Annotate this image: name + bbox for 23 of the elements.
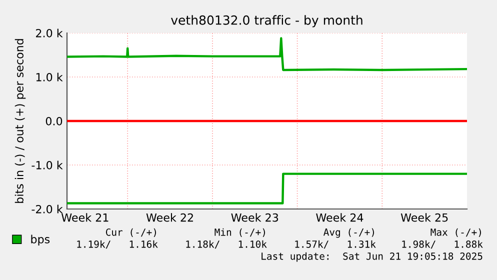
text: Min (-/+) bbox=[214, 228, 265, 237]
y-tick-label: -2.0 k bbox=[32, 204, 63, 214]
y-axis-title: bits in (-) / out (+) per second bbox=[14, 39, 26, 203]
chart-title: veth80132.0 traffic - by month bbox=[170, 15, 362, 28]
text: 1.98k/ 1.88k bbox=[402, 240, 483, 249]
x-tick-label: Week 25 bbox=[400, 213, 448, 222]
text: Last update: Sat Jun 21 19:05:18 2025 bbox=[262, 252, 482, 262]
x-tick-label: Week 23 bbox=[231, 213, 278, 222]
text: Cur (-/+) bbox=[106, 228, 156, 237]
legend-label: bps bbox=[31, 234, 50, 246]
y-tick-label: 2.0 k bbox=[36, 28, 63, 38]
text: 1.18k/ 1.10k bbox=[186, 240, 267, 249]
y-tick-label: 0.0 bbox=[46, 116, 62, 126]
text: 1.57k/ 1.31k bbox=[295, 240, 376, 249]
line-series bbox=[67, 37, 467, 72]
y-tick-label: 1.0 k bbox=[36, 72, 63, 82]
y-tick-label: -1.0 k bbox=[32, 160, 63, 170]
x-tick-label: Week 21 bbox=[61, 213, 108, 222]
text: 1.19k/ 1.16k bbox=[77, 240, 158, 249]
x-tick-label: Week 24 bbox=[316, 213, 364, 222]
x-tick-label: Week 22 bbox=[146, 213, 193, 222]
text: Max (-/+) bbox=[430, 228, 481, 237]
text: Avg (-/+) bbox=[324, 228, 374, 238]
